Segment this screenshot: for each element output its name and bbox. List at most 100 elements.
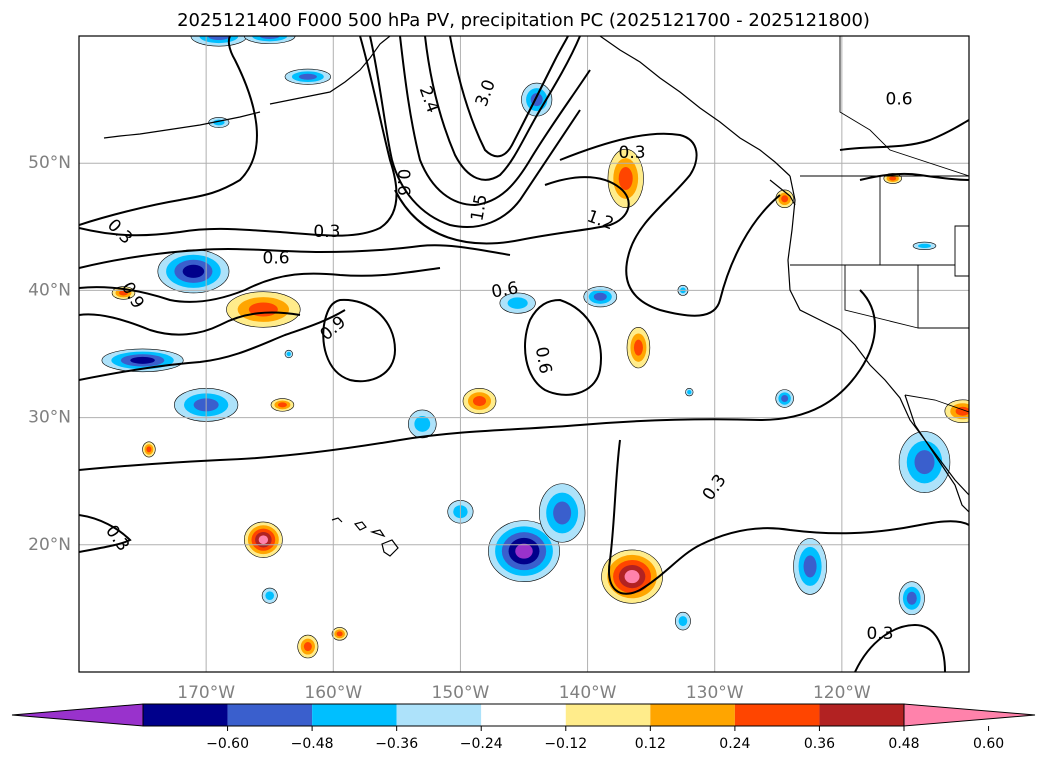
precip-level [207,36,230,41]
colorbar-segment [819,704,904,726]
baja-california [904,394,969,513]
coastlines [103,36,969,513]
colorbar-segment [565,704,651,726]
colorbar-tick-label: −0.24 [460,736,503,752]
pv-contour-0.3-south [79,309,346,381]
hawaiian-islands [331,517,399,557]
latitude-labels: 50°N 40°N 30°N 20°N [28,153,71,555]
map-frame [78,35,970,673]
lon-label: 120°W [813,683,871,703]
pv-contour-0.6-band [79,244,511,269]
precip-blob [775,189,794,209]
longitude-labels: 170°W 160°W 150°W 140°W 130°W 120°W [177,683,871,703]
precip-level [633,339,643,356]
precip-blob [583,286,618,308]
precip-level [472,396,487,407]
precip-level [303,642,312,652]
precip-level [515,543,533,559]
colorbar-segment [481,704,566,726]
colorbar-frame [142,703,905,727]
precip-blob [674,611,691,631]
pv-contour-0.9-band [79,267,441,303]
precip-blob [685,388,694,397]
pv-contours [79,36,969,672]
pv-contour-0.9-loop [322,298,397,383]
precip-level [687,390,692,395]
pv-contour-0.3-upper [79,36,398,237]
pv-contour-north-ridge [79,36,258,226]
us-mexico-border [904,394,969,413]
precip-blob [488,520,560,582]
hawaii-island-4 [381,539,399,557]
precip-level [624,570,640,584]
pv-contour-trough-2 [399,36,591,207]
precip-level [118,290,129,296]
alaska-coastline [269,36,791,177]
precipitation-layer [101,36,969,659]
precip-level [678,616,688,627]
pv-contour-0.3-southeast [608,439,969,595]
colorbar-tick-label: −0.36 [375,736,418,752]
lat-label: 40°N [28,280,71,300]
pv-contour-0.6-northeast [839,119,969,151]
precip-blob [944,399,969,423]
colorbar-tick-label: −0.12 [544,736,587,752]
lon-label: 140°W [559,683,617,703]
lat-label: 30°N [28,408,71,428]
colorbar-segment [143,704,228,726]
pv-contour-trough-4 [449,36,569,158]
contour-label: 0.3 [313,222,340,242]
lon-label: 170°W [177,683,235,703]
precip-blob [793,538,827,595]
pv-contour-1.2 [394,176,630,245]
precip-level [803,555,817,578]
precip-level [553,501,572,525]
colorbar-tick-label: 0.24 [719,736,750,752]
contour-label: 0.6 [490,278,520,302]
colorbar: −0.60 −0.48 −0.36 −0.24 −0.12 0.12 0.24 0.36 0.4… [11,703,1036,752]
precip-level [258,535,269,545]
precip-blob [626,326,651,369]
precip-level [259,36,280,40]
precip-blob [174,388,239,422]
precip-level [781,195,789,203]
precip-blob [538,483,586,543]
colorbar-extend-low [11,703,144,727]
precip-blob [157,249,230,294]
precip-level [618,166,633,190]
colorbar-tick-label: 0.36 [804,736,835,752]
lon-label: 150°W [432,683,490,703]
colorbar-segment [650,704,735,726]
pv-contour-0.3-mid [559,132,781,317]
precip-level [414,416,431,432]
lat-label: 20°N [28,535,71,555]
hawaii-island-1 [331,517,343,523]
precip-blob [142,441,156,458]
colorbar-tick-label: 0.48 [888,736,919,752]
precip-level [889,176,897,181]
precip-blob [462,388,497,415]
contour-label: 0.6 [886,90,913,110]
colorbar-tick-label: −0.60 [206,736,249,752]
precip-blob [270,398,295,412]
lon-label: 160°W [304,683,362,703]
colorbar-segment [396,704,482,726]
precip-blob [499,292,536,314]
precip-level [146,446,152,453]
contour-label: 1.5 [467,193,491,223]
precip-blob [331,627,348,641]
precip-level [130,356,155,364]
pv-contour-trough-3 [424,36,581,181]
precip-level [286,351,291,357]
lon-label: 130°W [686,683,744,703]
pv-contour-trough-1 [369,36,581,229]
contour-label: 0.3 [619,143,646,163]
precip-blob [912,241,937,250]
pv-contour-0.3-southwest [79,514,132,553]
precip-level [507,297,528,309]
colorbar-segment [227,704,313,726]
precip-blob [243,36,296,44]
alaska-canada-border [839,36,969,177]
contour-label: 0.6 [263,249,290,269]
vancouver-island [769,179,796,206]
